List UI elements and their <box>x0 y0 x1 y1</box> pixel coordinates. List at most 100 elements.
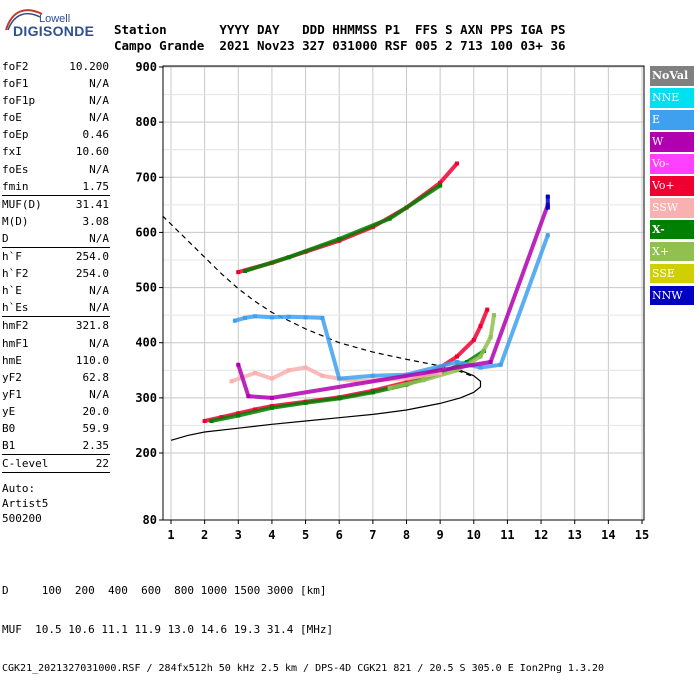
param-row: fmin 1.75 <box>2 178 110 195</box>
echo-point <box>269 376 274 381</box>
param-row: yF1 N/A <box>2 386 110 403</box>
param-label: hmE <box>2 353 22 367</box>
x-tick-label: 13 <box>567 528 581 542</box>
echo-point <box>337 395 342 400</box>
echo-point <box>438 371 443 376</box>
echo-trace-line <box>236 202 550 400</box>
param-value: N/A <box>89 387 109 401</box>
echo-point <box>246 394 251 399</box>
param-label: h`F2 <box>2 267 29 281</box>
echo-point <box>354 379 359 384</box>
param-label: foEp <box>2 128 29 142</box>
param-value: N/A <box>89 284 109 298</box>
param-row: fxI 10.60 <box>2 143 110 160</box>
param-separator <box>2 194 110 196</box>
echo-point <box>229 379 234 384</box>
param-value: 254.0 <box>75 267 109 281</box>
autoscaling-info-line: Auto: <box>2 482 36 496</box>
echo-point <box>404 380 409 385</box>
echo-point <box>320 373 325 378</box>
param-row: h`F 254.0 <box>2 248 110 265</box>
param-value: 10.200 <box>69 60 109 73</box>
echo-point <box>404 205 409 210</box>
echo-point <box>545 202 550 207</box>
param-separator <box>2 316 110 318</box>
header-values-row: Campo Grande 2021 Nov23 327 031000 RSF 0… <box>114 38 566 53</box>
param-row: yF2 62.8 <box>2 369 110 386</box>
param-label: h`E <box>2 284 22 298</box>
param-label: hmF1 <box>2 336 29 350</box>
param-row: foEp 0.46 <box>2 126 110 143</box>
legend-item: Vo+ <box>650 175 694 196</box>
param-label: foF2 <box>2 60 29 73</box>
echo-points <box>202 161 550 424</box>
echo-point <box>253 371 258 376</box>
param-label: yF1 <box>2 387 22 401</box>
echo-trace-line <box>243 183 443 273</box>
param-value: 254.0 <box>75 250 109 264</box>
echo-point <box>545 233 550 238</box>
echo-point <box>404 372 409 377</box>
profile-curves <box>162 215 482 441</box>
parameter-panel: foF2 10.200 foF1 N/A foF1p N/A foE N/A foEp 0.46 f… <box>2 58 110 526</box>
param-value: N/A <box>89 162 109 176</box>
param-row: MUF(D) 31.41 <box>2 196 110 213</box>
echo-point <box>243 269 248 274</box>
param-row: hmE 110.0 <box>2 352 110 369</box>
legend-item: NNW <box>650 285 694 306</box>
echo-point <box>545 205 550 210</box>
y-tick-label: 80 <box>143 513 157 527</box>
param-separator <box>2 472 110 474</box>
legend-item: X+ <box>650 241 694 262</box>
x-tick-label: 15 <box>635 528 649 542</box>
x-tick-label: 4 <box>268 528 275 542</box>
plot-frame <box>162 65 645 521</box>
echo-point <box>286 368 291 373</box>
footer: D 100 200 400 600 800 1000 1500 3000 [km… <box>2 558 604 688</box>
echo-point <box>454 354 459 359</box>
echo-point <box>454 360 459 365</box>
param-label: foE <box>2 111 22 125</box>
echo-point <box>236 413 241 418</box>
axis-ticks: 1 2 3 4 5 6 7 8 9 10 11 12 13 14 158020030040050060070… <box>135 60 649 542</box>
echo-point <box>478 354 483 359</box>
echo-point <box>232 318 237 323</box>
echo-point <box>337 238 342 243</box>
echo-trace-line <box>209 349 486 423</box>
x-tick-label: 3 <box>235 528 242 542</box>
echo-point <box>269 260 274 265</box>
echo-point <box>454 161 459 166</box>
echo-point <box>269 405 274 410</box>
param-row: foF1 N/A <box>2 75 110 92</box>
x-tick-label: 10 <box>467 528 481 542</box>
x-tick-label: 5 <box>302 528 309 542</box>
echo-trace-line <box>236 161 459 275</box>
footer-distance-row: D 100 200 400 600 800 1000 1500 3000 [km… <box>2 584 327 597</box>
echo-point <box>286 255 291 260</box>
param-label: h`Es <box>2 301 29 315</box>
echo-point <box>438 183 443 188</box>
echo-point <box>370 373 375 378</box>
x-tick-label: 9 <box>437 528 444 542</box>
param-row: C-level 22 <box>2 455 110 472</box>
autoscaling-info-line: 500200 <box>2 512 42 526</box>
echo-point <box>337 376 342 381</box>
echo-point <box>478 365 483 370</box>
y-tick-label: 900 <box>135 60 157 74</box>
echo-point <box>269 315 274 320</box>
header-labels-row: Station YYYY DAY DDD HHMMSS P1 FFS S AXN… <box>114 22 566 37</box>
echo-trace-line <box>387 313 496 390</box>
param-row: M(D) 3.08 <box>2 213 110 230</box>
echo-point <box>303 249 308 254</box>
logo-digisonde-text: DIGISONDE <box>13 23 95 39</box>
echo-point <box>253 407 258 412</box>
param-value: N/A <box>89 111 109 125</box>
param-row: foE N/A <box>2 109 110 126</box>
param-label: hmF2 <box>2 319 29 333</box>
param-label: foF1 <box>2 77 29 91</box>
echo-point <box>438 365 443 370</box>
chart-grid <box>163 66 644 520</box>
echo-point <box>485 307 490 312</box>
logo-lowell-text: Lowell <box>39 13 71 25</box>
echo-point <box>370 388 375 393</box>
